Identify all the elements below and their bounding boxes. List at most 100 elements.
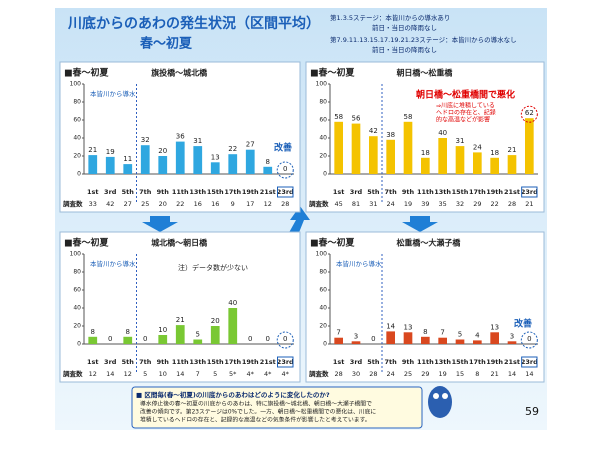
bar: [351, 123, 361, 174]
x-tick-label: 5th: [122, 188, 135, 196]
y-tick-label: 100: [70, 81, 82, 88]
highlight-circle: [276, 331, 294, 349]
count-value: 29: [473, 200, 481, 208]
count-value: 12: [89, 370, 97, 378]
x-tick-label: 3rd: [104, 358, 117, 366]
bar: [334, 337, 343, 344]
count-value: 25: [404, 370, 412, 378]
y-tick-label: 100: [316, 81, 328, 88]
x-tick-label: 13th: [189, 188, 206, 196]
annotation: 改善: [274, 142, 292, 154]
annotation: ⇒川底に堆積している: [436, 102, 495, 110]
annotation: 注）データ数が少ない: [178, 263, 248, 272]
value-label: 0: [283, 165, 287, 173]
count-value: 21: [491, 370, 499, 378]
count-value: 30: [352, 370, 360, 378]
value-label: 0: [371, 335, 375, 343]
bar: [507, 341, 517, 344]
bar: [210, 162, 220, 174]
y-tick-label: 0: [323, 171, 327, 178]
count-label: 調査数: [309, 369, 329, 378]
value-label: 42: [369, 127, 378, 135]
last-stage-box: [277, 186, 294, 198]
bar: [421, 336, 430, 344]
value-label: 38: [386, 131, 395, 139]
x-tick-label: 9th: [157, 188, 170, 196]
x-tick-label: 1st: [333, 188, 345, 196]
y-tick-label: 40: [73, 135, 81, 142]
bar: [123, 164, 133, 174]
x-tick-label: 9th: [157, 358, 170, 366]
count-value: 28: [335, 370, 343, 378]
value-label: 20: [211, 317, 220, 325]
x-tick-label: 11th: [172, 188, 189, 196]
value-label: 7: [440, 329, 444, 337]
bar: [228, 154, 238, 174]
bar: [386, 331, 395, 344]
value-label: 5: [196, 331, 200, 339]
x-tick-label: 19th: [242, 358, 259, 366]
value-label: 13: [404, 323, 413, 331]
count-value: 10: [159, 370, 167, 378]
count-value: 33: [89, 200, 97, 208]
comment-line: 改善の傾向です。第23ステージは0%でした。一方、朝日橋～松重橋間での悪化は、川…: [140, 408, 376, 416]
count-value: 14: [525, 370, 533, 378]
chart-panel: [59, 231, 301, 383]
count-value: 20: [159, 200, 167, 208]
page-number: 59: [525, 405, 539, 418]
x-tick-label: 11th: [417, 188, 434, 196]
count-value: 27: [124, 200, 132, 208]
bar: [455, 339, 465, 344]
y-tick-label: 20: [73, 323, 81, 330]
bar: [403, 332, 413, 344]
bar: [473, 340, 482, 344]
value-label: 0: [266, 335, 270, 343]
value-label: 3: [510, 332, 514, 340]
value-label: 21: [508, 146, 517, 154]
annotation: 本皆川から導水: [336, 259, 382, 268]
value-label: 58: [404, 113, 413, 121]
note: 前日・当日の降雨なし: [372, 45, 437, 54]
y-tick-label: 20: [73, 153, 81, 160]
count-value: 17: [246, 200, 254, 208]
value-label: 22: [228, 145, 237, 153]
x-tick-label: 21st: [504, 358, 520, 366]
value-label: 21: [176, 316, 185, 324]
count-label: 調査数: [63, 369, 83, 378]
count-value: 29: [421, 370, 429, 378]
chart-label: ■春～初夏: [64, 67, 110, 79]
x-tick-label: 21st: [260, 188, 276, 196]
count-value: 16: [194, 200, 202, 208]
highlight-circle: [520, 105, 538, 123]
count-value: 14: [508, 370, 516, 378]
annotation: ヘドロの存在と、記録: [436, 109, 496, 117]
annotation: 改善: [514, 318, 532, 330]
y-tick-label: 0: [323, 341, 327, 348]
x-tick-label: 15th: [452, 358, 469, 366]
y-tick-label: 40: [319, 305, 327, 312]
x-tick-label: 15th: [452, 188, 469, 196]
bar: [403, 121, 413, 174]
y-tick-label: 80: [73, 99, 81, 106]
x-tick-label: 13th: [434, 188, 451, 196]
x-tick-label: 11th: [172, 358, 189, 366]
bar: [193, 146, 203, 174]
y-tick-label: 0: [77, 171, 81, 178]
value-label: 10: [158, 326, 167, 334]
count-value: 4*: [264, 370, 272, 378]
bar: [123, 336, 133, 344]
value-label: 18: [490, 149, 499, 157]
bar: [507, 155, 517, 174]
count-value: 4*: [247, 370, 255, 378]
highlight-circle: [520, 331, 538, 349]
x-tick-label: 21st: [260, 358, 276, 366]
note: 前日・当日の降雨なし: [372, 23, 437, 32]
flow-arrow: [402, 216, 438, 232]
count-value: 81: [352, 200, 360, 208]
x-tick-label: 3rd: [350, 188, 363, 196]
bar: [158, 156, 168, 174]
count-value: 22: [176, 200, 184, 208]
value-label: 27: [246, 141, 255, 149]
count-value: 4*: [282, 370, 290, 378]
count-value: 31: [369, 200, 377, 208]
